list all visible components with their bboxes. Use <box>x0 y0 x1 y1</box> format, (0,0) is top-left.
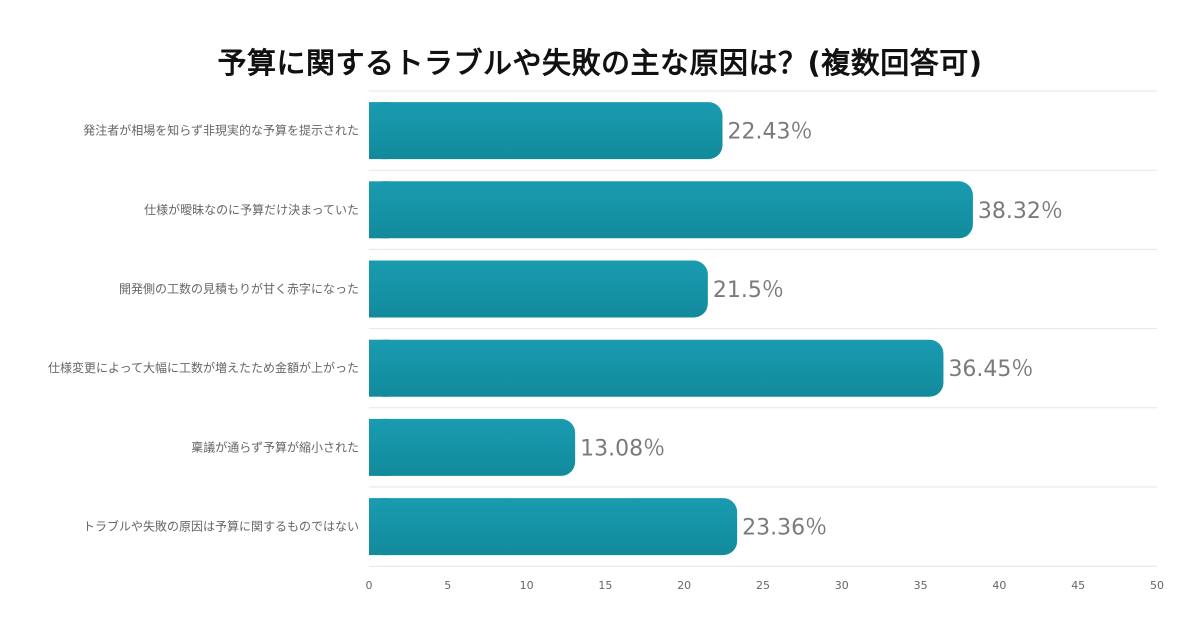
bar-base <box>369 418 389 476</box>
bars <box>369 102 973 556</box>
value-labels: 22.43％ 38.32％ 21.5％ 36.45％ 13.08％ 23.36％ <box>580 120 1063 541</box>
chart-title: 予算に関するトラブルや失敗の主な原因は？(複数回答可) <box>217 46 983 80</box>
bar-base <box>369 102 389 160</box>
category-labels: 発注者が相場を知らず非現実的な予算を提示された仕様が曖昧なのに予算だけ決まってい… <box>48 123 359 534</box>
x-axis-ticks: 0 5 10 15 20 25 30 35 40 45 50 <box>366 579 1165 592</box>
tick-label: 0 <box>366 579 373 592</box>
bar <box>369 260 708 318</box>
tick-label: 20 <box>677 579 691 592</box>
category-label: トラブルや失敗の原因は予算に関するものではない <box>83 519 359 534</box>
tick-label: 5 <box>444 579 451 592</box>
tick-label: 35 <box>914 579 928 592</box>
bar-base <box>369 260 389 318</box>
grid-lines <box>369 90 1157 567</box>
bar <box>369 339 944 397</box>
bar <box>369 498 738 556</box>
category-label: 発注者が相場を知らず非現実的な予算を提示された <box>83 123 359 138</box>
tick-label: 50 <box>1150 579 1164 592</box>
tick-label: 15 <box>598 579 612 592</box>
tick-label: 25 <box>756 579 770 592</box>
value-label: 23.36％ <box>742 516 827 541</box>
bar <box>369 181 973 239</box>
category-label: 開発側の工数の見積もりが甘く赤字になった <box>119 281 359 296</box>
tick-label: 30 <box>835 579 849 592</box>
value-label: 21.5％ <box>713 278 784 303</box>
value-label: 22.43％ <box>727 120 812 145</box>
bar <box>369 418 576 476</box>
category-label: 仕様変更によって大幅に工数が増えたため金額が上がった <box>48 360 359 375</box>
tick-label: 40 <box>992 579 1006 592</box>
value-label: 38.32％ <box>978 199 1063 224</box>
value-label: 36.45％ <box>948 357 1033 382</box>
category-label: 稟議が通らず予算が縮小された <box>191 439 359 454</box>
bar <box>369 102 723 160</box>
bar-base <box>369 498 389 556</box>
bar-base <box>369 339 389 397</box>
category-label: 仕様が曖昧なのに予算だけ決まっていた <box>144 202 359 217</box>
tick-label: 10 <box>520 579 534 592</box>
bar-base <box>369 181 389 239</box>
value-label: 13.08％ <box>580 436 665 461</box>
tick-label: 45 <box>1071 579 1085 592</box>
